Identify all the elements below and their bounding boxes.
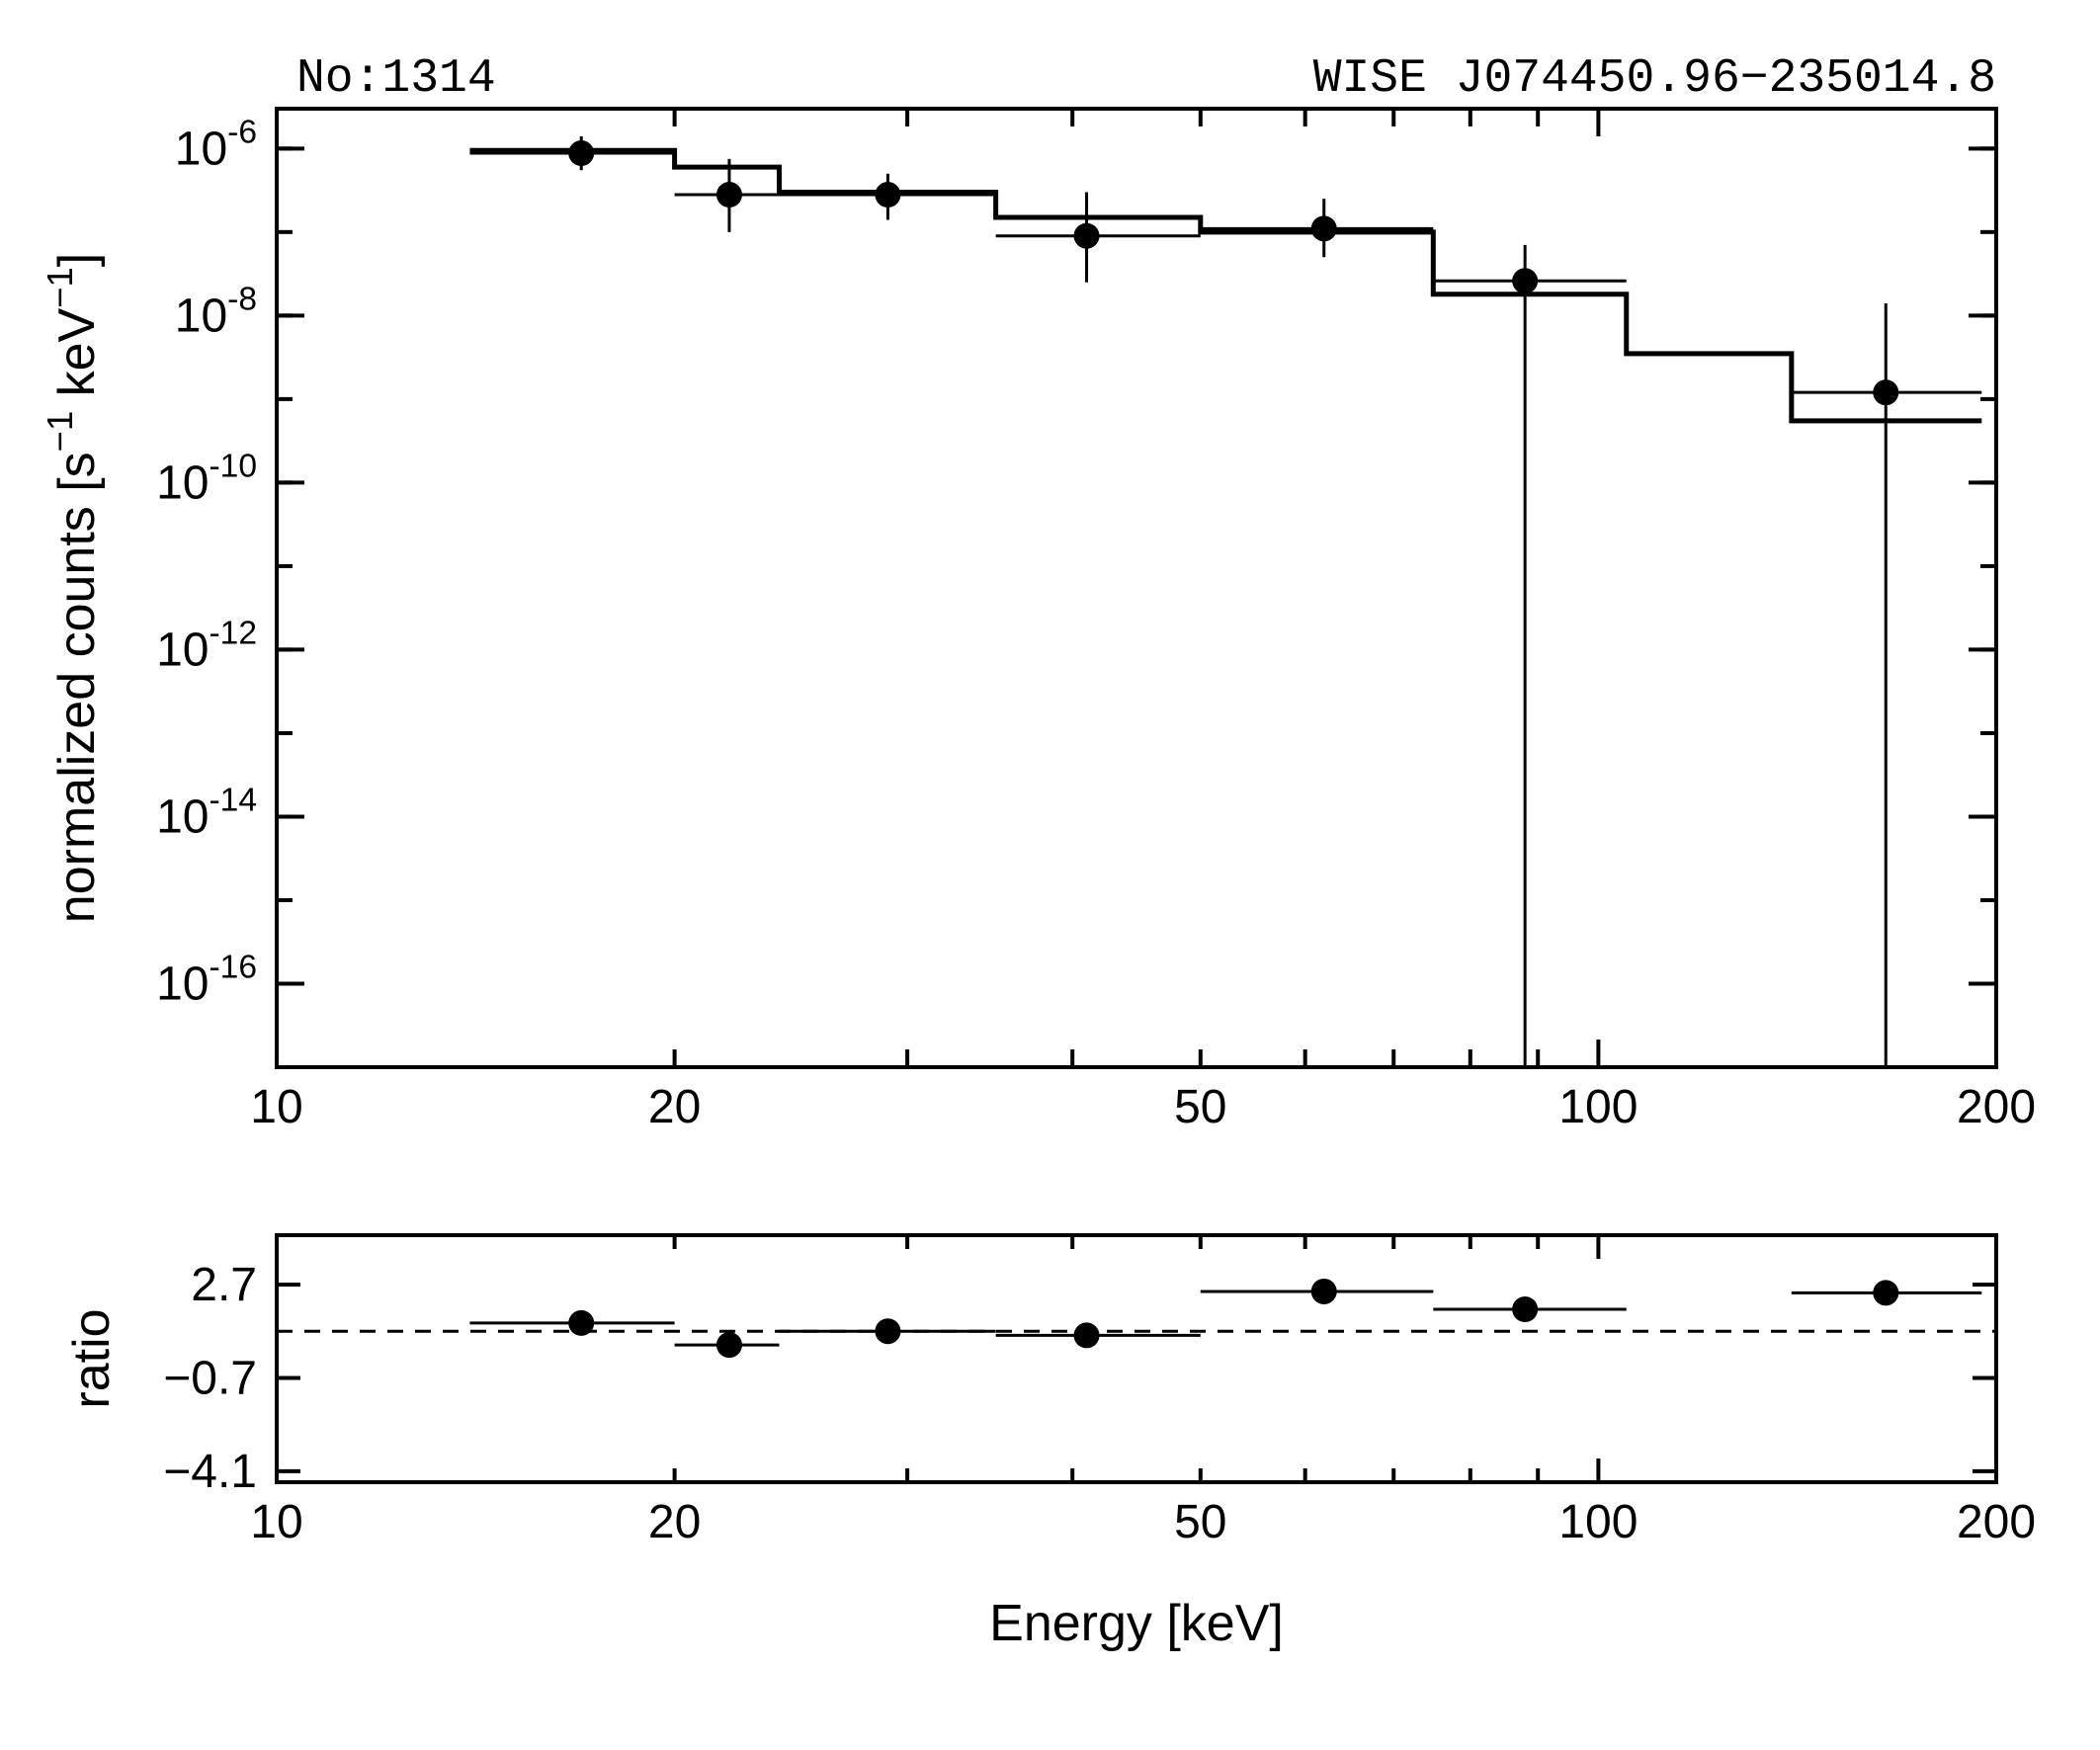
y-axis-label: normalized counts [s−1 keV−1]: [40, 253, 106, 923]
ratio-point: [716, 1332, 742, 1358]
spectrum-data: [469, 136, 1981, 1067]
x-tick-label: 200: [1957, 1496, 2036, 1548]
x-tick-label: 100: [1558, 1496, 1638, 1548]
top-panel-frame: [277, 109, 1996, 1067]
data-point: [1074, 223, 1100, 249]
ratio-tick-label: 2.7: [191, 1259, 257, 1311]
data-point: [568, 140, 594, 166]
data-point: [1873, 379, 1898, 405]
y-tick-label: 10-10: [156, 448, 257, 509]
x-tick-label: 100: [1558, 1081, 1638, 1133]
data-point: [875, 182, 900, 208]
x-tick-label: 50: [1174, 1496, 1226, 1548]
y-tick-label: 10-12: [156, 615, 257, 676]
object-name: WISE J074450.96−235014.8: [1313, 52, 1996, 106]
ratio-point: [1311, 1279, 1337, 1304]
x-tick-label: 10: [250, 1496, 302, 1548]
y-tick-label: 10-14: [156, 782, 257, 843]
ratio-point: [1074, 1322, 1100, 1348]
bottom-panel-frame: [277, 1235, 1996, 1482]
x-tick-label: 50: [1174, 1081, 1226, 1133]
ratio-point: [568, 1310, 594, 1336]
ratio-tick-label: −0.7: [163, 1352, 257, 1404]
ratio-point: [875, 1318, 900, 1344]
x-tick-label: 20: [648, 1081, 701, 1133]
y-tick-label: 10-16: [156, 949, 257, 1010]
chart-svg: 10 20 50 100 200 10-16 10-14 10-12 10-10 10-8 10-6…: [0, 0, 2100, 1750]
ratio-tick-label: −4.1: [163, 1446, 257, 1498]
data-point: [1311, 215, 1337, 241]
x-tick-label: 200: [1957, 1081, 2036, 1133]
chart-container: 10 20 50 100 200 10-16 10-14 10-12 10-10 10-8 10-6…: [0, 0, 2100, 1750]
ratio-point: [1512, 1296, 1538, 1322]
data-point: [716, 182, 742, 208]
x-tick-label: 10: [250, 1081, 302, 1133]
ratio-point: [1873, 1280, 1898, 1305]
x-axis-label: Energy [keV]: [989, 1595, 1284, 1652]
model-histogram: [469, 150, 1981, 421]
no-label: No:1314: [296, 52, 496, 106]
ratio-data: [277, 1279, 1996, 1358]
ratio-axis-label: ratio: [63, 1308, 121, 1408]
y-tick-label: 10-8: [175, 281, 257, 342]
x-tick-label: 20: [648, 1496, 701, 1548]
y-tick-label: 10-6: [175, 114, 257, 175]
data-point: [1512, 268, 1538, 293]
